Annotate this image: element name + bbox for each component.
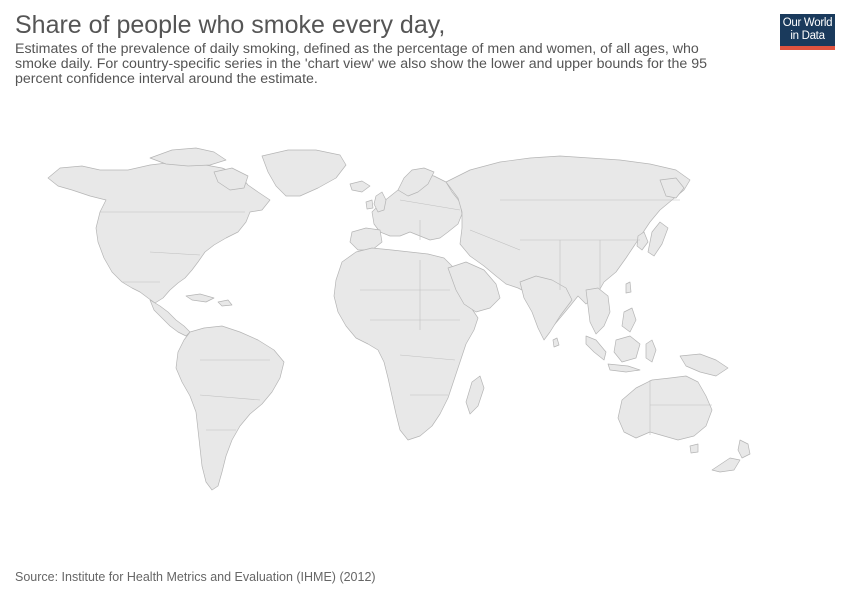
africa[interactable]: [333, 247, 479, 441]
hispaniola[interactable]: [217, 299, 233, 307]
philippines[interactable]: [621, 307, 637, 333]
land-masses: [47, 147, 751, 491]
arctic-islands[interactable]: [149, 147, 227, 167]
great-britain[interactable]: [373, 191, 387, 213]
source-note: Source: Institute for Health Metrics and…: [15, 570, 376, 584]
iceland[interactable]: [349, 180, 371, 193]
madagascar[interactable]: [465, 375, 485, 415]
new-zealand-south[interactable]: [711, 457, 741, 473]
cuba[interactable]: [185, 293, 215, 303]
japan[interactable]: [647, 221, 669, 257]
chart-subtitle: Estimates of the prevalence of daily smo…: [15, 41, 708, 87]
kamchatka[interactable]: [659, 177, 685, 199]
chart-title: Share of people who smoke every day,: [15, 11, 446, 39]
greenland[interactable]: [261, 149, 347, 197]
logo-accent-bar: [780, 46, 835, 50]
baffin-island[interactable]: [213, 167, 249, 191]
india[interactable]: [519, 275, 573, 341]
arabian-peninsula[interactable]: [447, 261, 501, 313]
korea[interactable]: [636, 231, 649, 251]
new-guinea[interactable]: [679, 353, 729, 377]
ireland[interactable]: [365, 199, 374, 210]
tasmania[interactable]: [689, 443, 699, 454]
sumatra[interactable]: [585, 335, 607, 361]
south-america[interactable]: [175, 325, 285, 491]
owid-logo[interactable]: Our World in Data: [780, 14, 835, 50]
indochina[interactable]: [585, 287, 611, 335]
logo-line-2: in Data: [790, 30, 825, 42]
taiwan[interactable]: [625, 281, 632, 294]
country-borders: [100, 199, 712, 435]
borneo[interactable]: [613, 335, 641, 363]
iberia[interactable]: [349, 227, 383, 251]
new-zealand-north[interactable]: [737, 439, 751, 459]
logo-line-1: Our World: [782, 17, 833, 29]
sulawesi[interactable]: [645, 339, 657, 363]
central-america[interactable]: [149, 299, 191, 337]
java[interactable]: [607, 363, 641, 373]
australia[interactable]: [617, 375, 713, 441]
sri-lanka[interactable]: [552, 337, 560, 348]
scandinavia[interactable]: [397, 167, 435, 197]
